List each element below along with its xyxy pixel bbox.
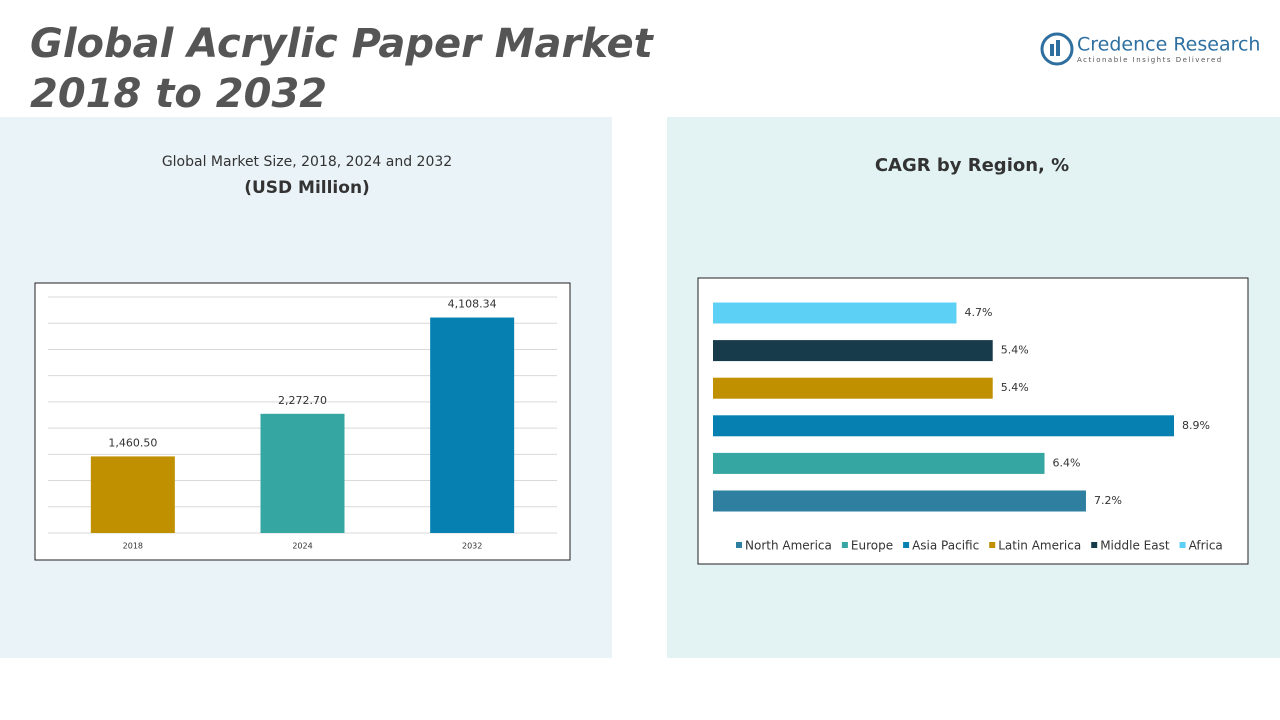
logo: Credence Research Actionable Insights De… <box>1040 32 1260 66</box>
chart-subtitle: (USD Million) <box>244 178 370 198</box>
value-label: 8.9% <box>1182 419 1210 432</box>
page-title: 2018 to 2032 <box>30 71 327 117</box>
chart-title: CAGR by Region, % <box>875 155 1069 176</box>
legend-swatch <box>1091 542 1098 548</box>
legend-label: Africa <box>1189 539 1223 553</box>
logo-icon <box>1040 32 1074 66</box>
legend-label: Latin America <box>998 539 1081 553</box>
value-label: 4,108.34 <box>448 298 497 311</box>
bar <box>713 302 957 324</box>
value-label: 2,272.70 <box>278 394 327 407</box>
bar <box>260 413 345 533</box>
page-title: Global Acrylic Paper Market <box>30 21 655 67</box>
legend-swatch <box>989 542 996 548</box>
bar <box>713 340 993 362</box>
bar <box>430 317 515 533</box>
legend-label: Asia Pacific <box>912 539 979 553</box>
value-label: 5.4% <box>1001 344 1029 357</box>
legend-swatch <box>841 542 848 548</box>
bar <box>713 452 1045 474</box>
bar <box>90 456 175 533</box>
logo-tagline: Actionable Insights Delivered <box>1077 56 1223 64</box>
logo-name: Credence Research <box>1077 34 1260 56</box>
x-tick-label: 2032 <box>462 542 482 551</box>
value-label: 1,460.50 <box>108 436 157 449</box>
value-label: 4.7% <box>964 306 992 319</box>
x-tick-label: 2024 <box>292 542 312 551</box>
value-label: 6.4% <box>1053 456 1081 469</box>
logo-icon <box>1050 44 1054 56</box>
legend-swatch <box>736 542 742 548</box>
legend-label: Middle East <box>1100 539 1170 553</box>
value-label: 5.4% <box>1001 381 1029 394</box>
bar <box>713 415 1175 437</box>
bar <box>713 377 993 399</box>
legend-swatch <box>1179 542 1186 548</box>
legend-label: Europe <box>851 539 893 553</box>
logo-icon <box>1056 40 1060 56</box>
value-label: 7.2% <box>1094 494 1122 507</box>
x-tick-label: 2018 <box>123 542 143 551</box>
chart-title: Global Market Size, 2018, 2024 and 2032 <box>162 154 452 170</box>
bar <box>713 490 1086 512</box>
legend-swatch <box>903 542 910 548</box>
legend-label: North America <box>745 539 832 553</box>
